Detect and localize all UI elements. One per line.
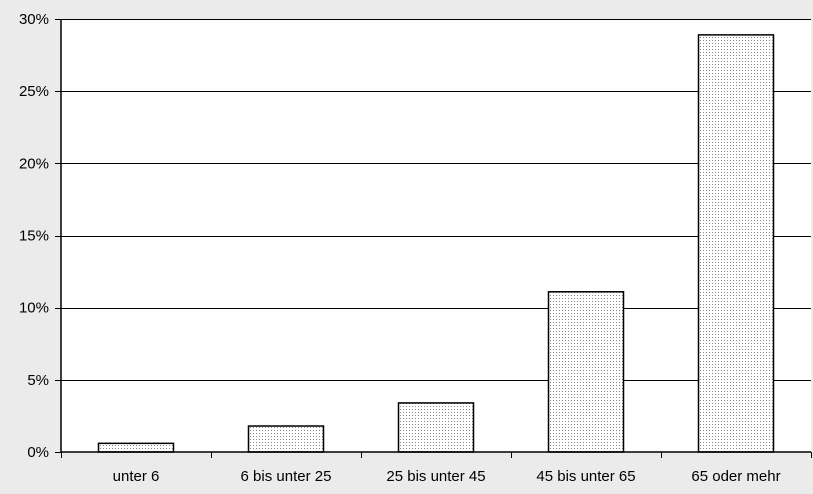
y-tick-label: 5% [27, 372, 49, 389]
bar [697, 34, 775, 453]
y-tick-label: 15% [19, 228, 49, 245]
y-tick-label: 20% [19, 155, 49, 172]
x-tick-label: 6 bis unter 25 [241, 468, 332, 485]
bars [97, 34, 775, 453]
x-tick-labels: unter 6 6 bis unter 25 25 bis unter 45 45 b… [113, 468, 781, 485]
bar [397, 402, 475, 453]
x-tick-label: unter 6 [113, 468, 160, 485]
x-tick-label: 65 oder mehr [691, 468, 780, 485]
y-tick-label: 25% [19, 83, 49, 100]
bar [547, 291, 625, 453]
y-tick-label: 10% [19, 300, 49, 317]
x-tick-label: 45 bis unter 65 [536, 468, 635, 485]
axes [55, 19, 812, 458]
bar [97, 442, 175, 453]
x-tick-label: 25 bis unter 45 [386, 468, 485, 485]
y-tick-labels: 0% 5% 10% 15% 20% 25% 30% [19, 11, 49, 461]
gridlines [61, 19, 811, 381]
y-tick-label: 0% [27, 444, 49, 461]
y-tick-label: 30% [19, 11, 49, 28]
bar [247, 425, 325, 453]
